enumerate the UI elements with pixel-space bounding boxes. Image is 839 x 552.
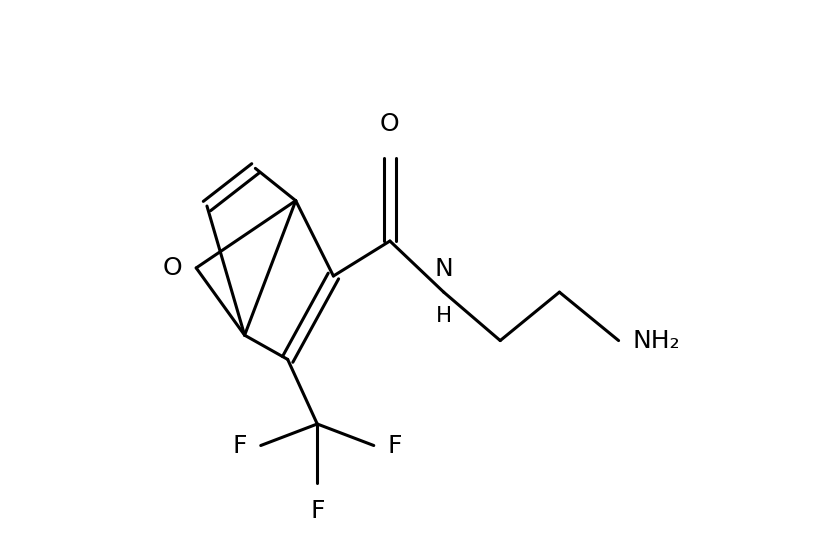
Text: O: O — [163, 256, 183, 280]
Text: F: F — [388, 433, 402, 458]
Text: NH₂: NH₂ — [632, 328, 680, 353]
Text: F: F — [310, 500, 325, 523]
Text: O: O — [380, 112, 399, 136]
Text: F: F — [232, 433, 248, 458]
Text: N: N — [435, 257, 453, 282]
Text: H: H — [435, 306, 451, 326]
